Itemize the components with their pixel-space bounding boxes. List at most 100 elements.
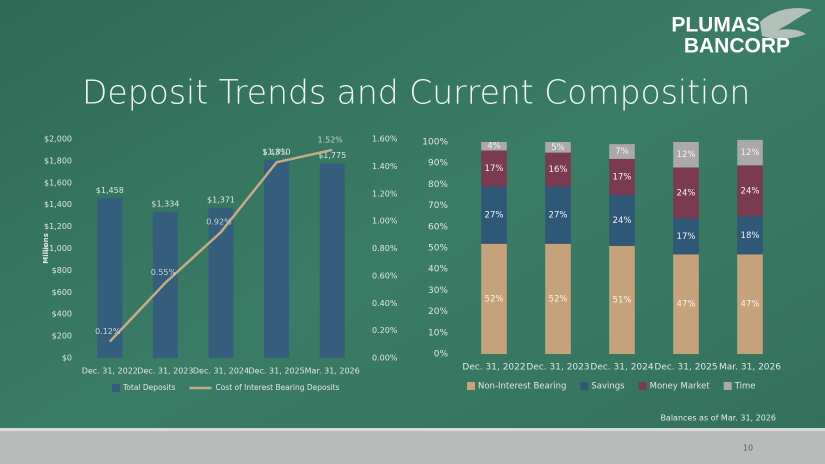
bar-segment [737, 139, 763, 166]
footer-bar [0, 430, 825, 464]
data-label: 12% [677, 150, 696, 160]
legend-label: Money Market [650, 382, 711, 392]
data-label: 51% [613, 295, 632, 305]
x-tick-label: Dec. 31, 2022 [462, 363, 525, 373]
tick-label: 10% [428, 328, 448, 338]
data-label: 1.52% [317, 135, 343, 144]
tick-label: 1.60% [372, 135, 398, 144]
bar-segment [545, 142, 571, 153]
legend-label: Cost of Interest Bearing Deposits [215, 383, 339, 392]
legend-label: Total Deposits [122, 383, 176, 392]
tick-label: 30% [428, 286, 448, 296]
bar [152, 211, 178, 358]
tick-label: 80% [428, 180, 448, 190]
bar-segment [481, 150, 507, 187]
legend-label: Non-Interest Bearing [478, 382, 566, 392]
data-label: 1.43% [262, 148, 288, 157]
data-label: 7% [615, 147, 629, 157]
tick-label: 0.80% [372, 244, 398, 253]
bar-segment [481, 186, 507, 244]
bar-segment [673, 167, 699, 219]
tick-label: 0.40% [372, 299, 398, 308]
bar-segment [673, 218, 699, 255]
legend-swatch [112, 384, 120, 392]
tick-label: $0 [62, 354, 72, 363]
bar [319, 163, 345, 358]
footnote: Balances as of Mar. 31, 2026 [660, 414, 776, 423]
data-label: 47% [741, 300, 760, 310]
slide-title: Deposit Trends and Current Composition [82, 73, 750, 112]
tick-label: 60% [428, 222, 448, 232]
bar-segment [673, 254, 699, 354]
legend-swatch [638, 382, 647, 390]
bar-segment [737, 254, 763, 354]
data-label: 17% [485, 164, 504, 174]
tick-label: 1.20% [372, 189, 398, 198]
x-tick-label: Dec. 31, 2025 [248, 367, 304, 376]
x-tick-label: Dec. 31, 2023 [526, 363, 589, 373]
tick-label: $1,200 [44, 222, 72, 231]
tick-label: 1.40% [372, 162, 398, 171]
tick-label: 0% [434, 350, 449, 360]
page-number: 10 [743, 444, 753, 453]
x-tick-label: Dec. 31, 2025 [654, 363, 717, 373]
logo-feather [760, 8, 812, 39]
data-label: 24% [677, 188, 696, 198]
tick-label: 20% [428, 307, 448, 317]
logo-text: BANCORP [684, 35, 790, 58]
bar-segment [609, 195, 635, 246]
bar-segment [545, 152, 571, 187]
x-tick-label: Dec. 31, 2024 [590, 363, 653, 373]
data-label: 24% [613, 216, 632, 226]
legend-label: Time [734, 382, 756, 392]
legend-swatch [580, 382, 589, 390]
data-label: $1,810 [263, 147, 291, 156]
data-label: 0.55% [151, 268, 177, 277]
tick-label: $800 [52, 266, 72, 275]
bar-segment [545, 243, 571, 354]
tick-label: $400 [52, 310, 72, 319]
bar-segment [673, 142, 699, 168]
data-label: 5% [551, 143, 565, 153]
bar-segment [737, 216, 763, 255]
data-label: $1,371 [207, 195, 235, 204]
data-label: 24% [741, 186, 760, 196]
bar-segment [737, 165, 763, 217]
bar-segment [609, 245, 635, 354]
tick-label: $200 [52, 332, 72, 341]
x-tick-label: Dec. 31, 2023 [137, 367, 193, 376]
x-tick-label: Mar. 31, 2026 [305, 367, 360, 376]
bar [264, 159, 290, 358]
tick-label: 0.60% [372, 271, 398, 280]
footer-rule [0, 428, 825, 431]
data-label: 16% [549, 165, 568, 175]
x-tick-label: Mar. 31, 2026 [719, 363, 781, 373]
data-label: $1,775 [318, 151, 346, 160]
data-label: $1,334 [151, 199, 179, 208]
data-label: $1,458 [96, 186, 124, 195]
data-label: 52% [549, 294, 568, 304]
tick-label: 40% [428, 265, 448, 275]
data-label: 12% [741, 148, 760, 158]
data-label: 47% [677, 300, 696, 310]
data-label: 27% [549, 211, 568, 221]
tick-label: 50% [428, 244, 448, 254]
tick-label: $1,000 [44, 244, 72, 253]
logo-text: PLUMAS [671, 14, 760, 37]
tick-label: 0.00% [372, 354, 398, 363]
bar-segment [481, 142, 507, 151]
tick-label: 0.20% [372, 326, 398, 335]
data-label: 0.92% [206, 218, 232, 227]
tick-label: 1.00% [372, 217, 398, 226]
tick-label: 70% [428, 201, 448, 211]
legend-label: Savings [591, 382, 625, 392]
tick-label: 90% [428, 159, 448, 169]
legend-swatch [723, 382, 732, 390]
tick-label: $1,400 [44, 200, 72, 209]
tick-label: $1,800 [44, 156, 72, 165]
bar-segment [609, 158, 635, 195]
axis-title: Millions [42, 233, 50, 264]
bar-segment [609, 144, 635, 159]
bar-segment [481, 243, 507, 354]
